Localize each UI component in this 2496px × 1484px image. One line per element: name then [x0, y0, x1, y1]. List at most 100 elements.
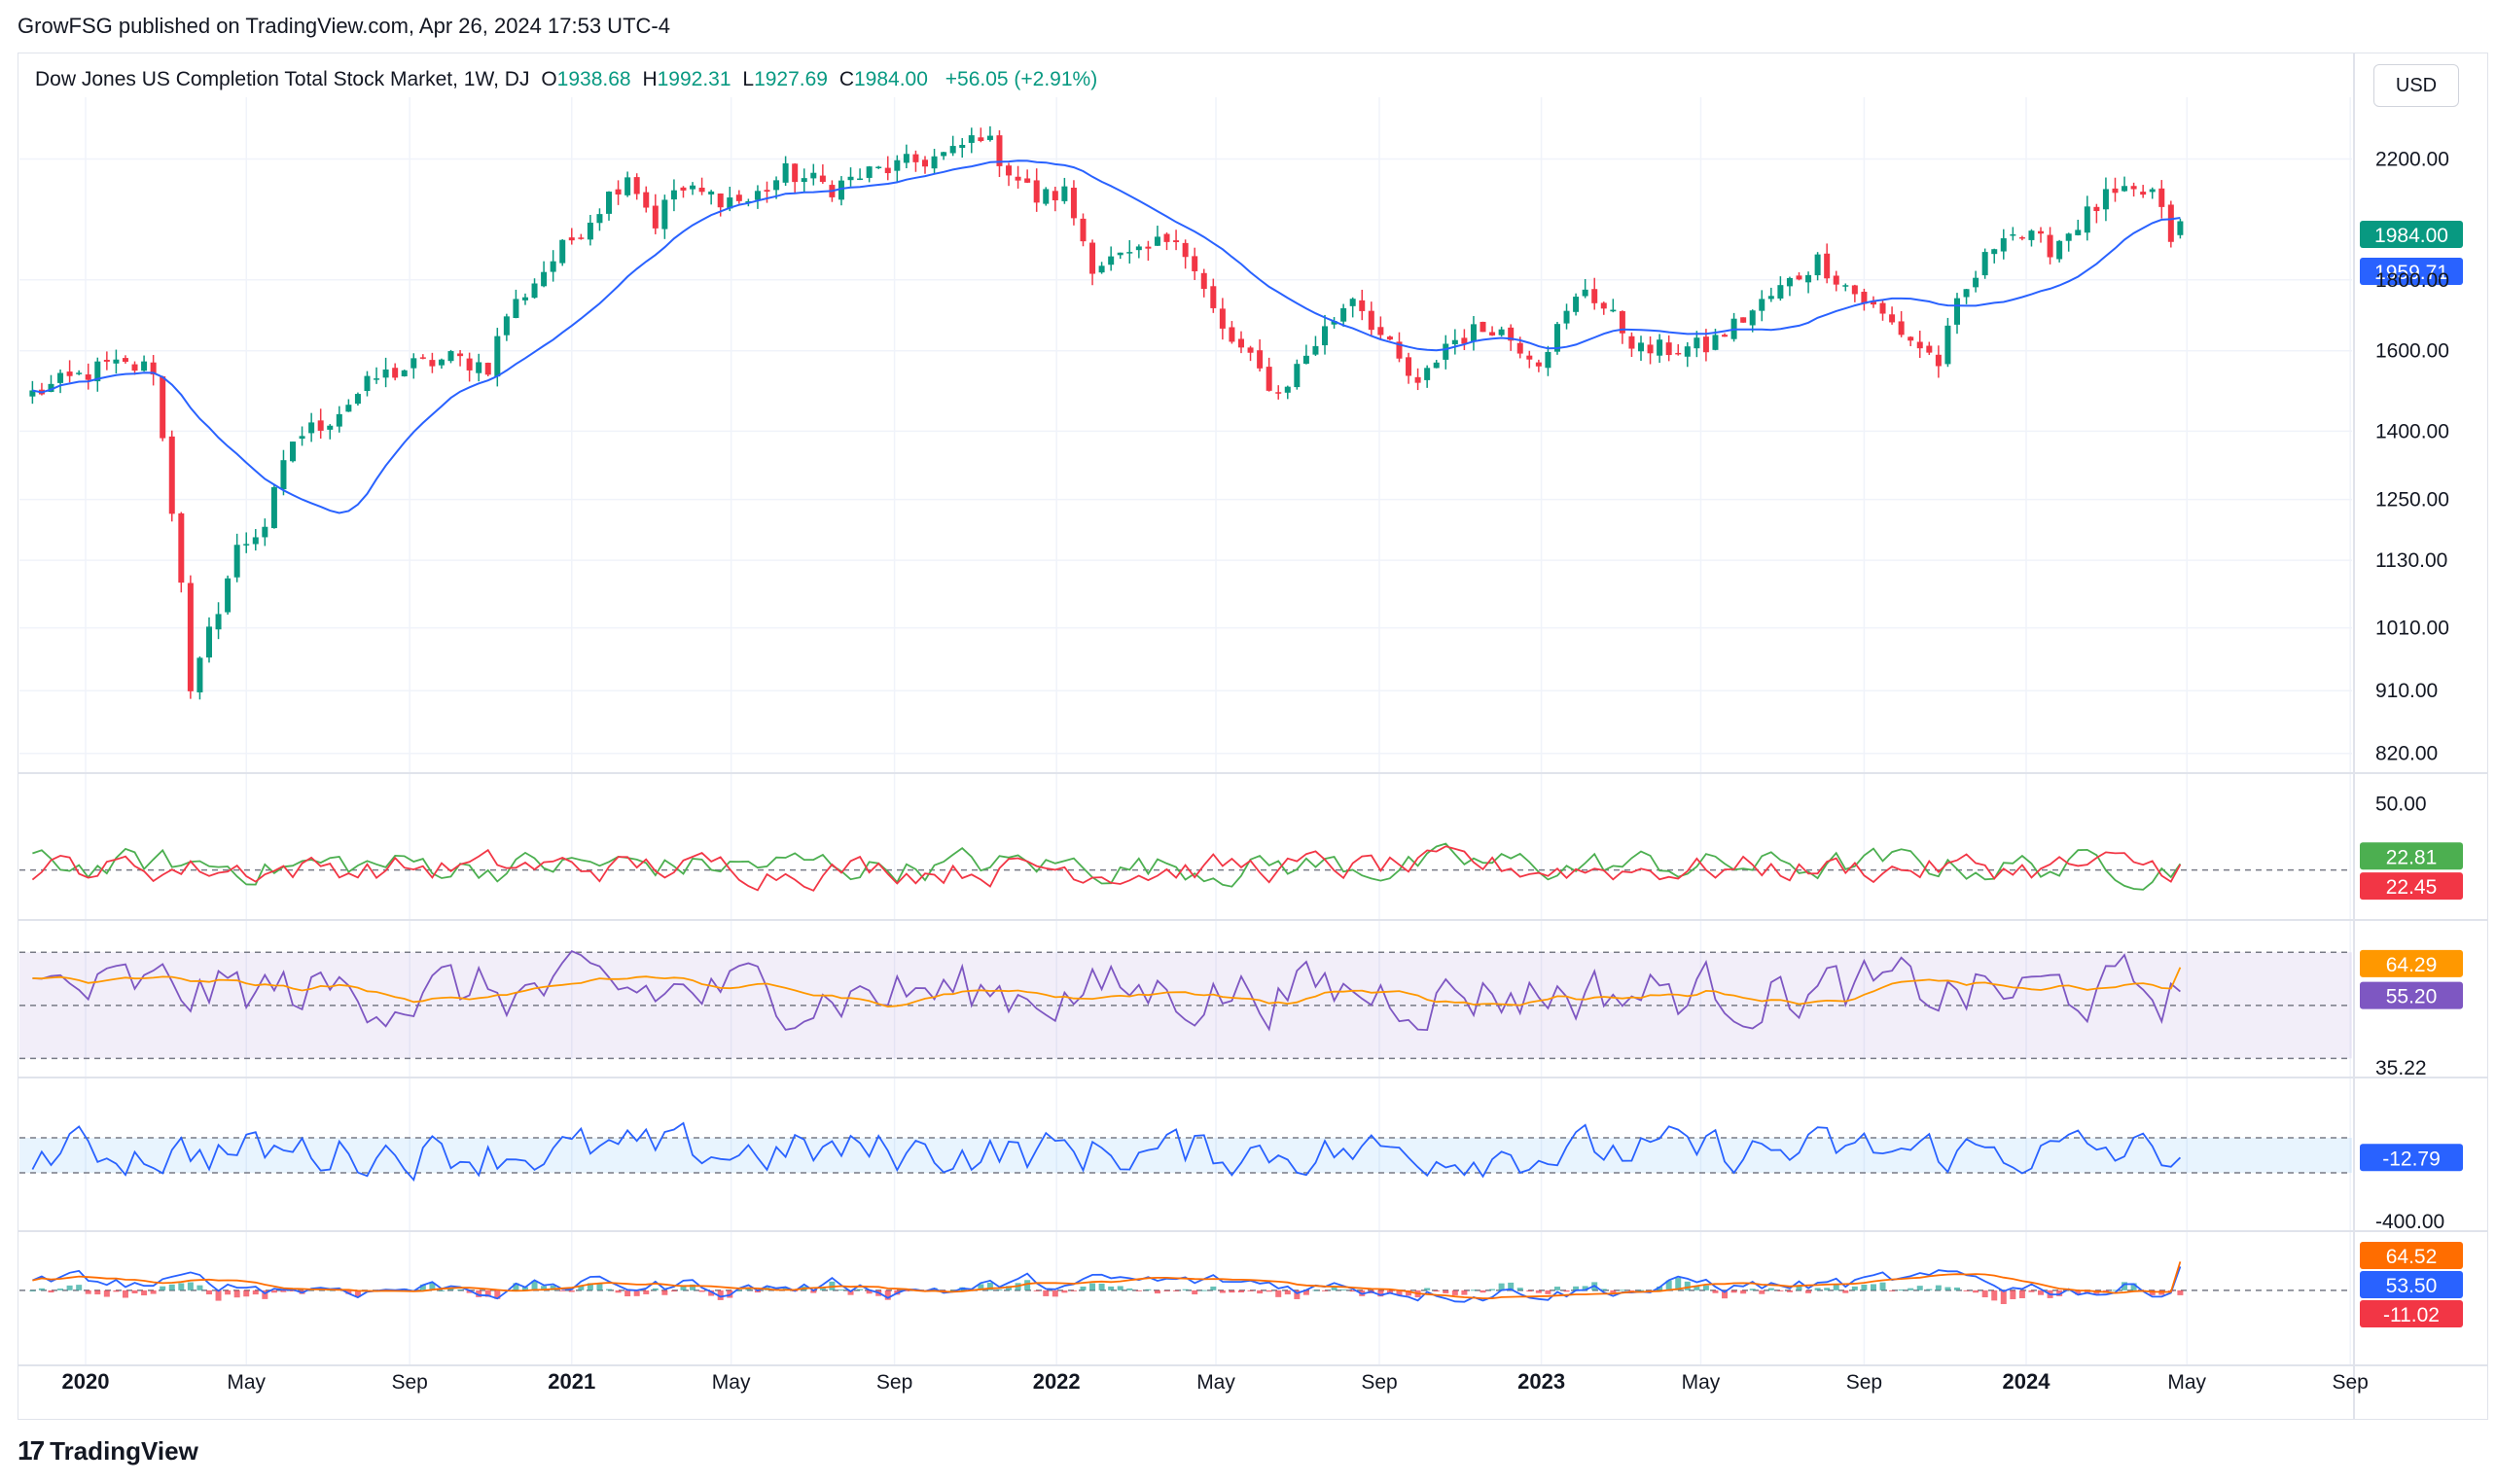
candle-body: [1582, 289, 1588, 297]
candle-body: [476, 362, 482, 373]
macd-histogram-bar: [1786, 1290, 1793, 1292]
macd-histogram-bar: [1043, 1290, 1050, 1296]
candle-body: [2056, 240, 2063, 260]
candle-body: [122, 358, 128, 363]
y-tick-label: 1130.00: [2375, 549, 2447, 572]
candle-body: [215, 614, 222, 630]
macd-histogram-bar: [1461, 1290, 1468, 1295]
y-tick-label: 1600.00: [2375, 340, 2449, 363]
macd-histogram-bar: [1535, 1290, 1542, 1293]
dmi-minus-tag-box: [2360, 872, 2463, 901]
candle-body: [2065, 233, 2072, 241]
x-tick-label: Sep: [391, 1371, 427, 1394]
candle-body: [2093, 206, 2100, 212]
symbol-legend[interactable]: Dow Jones US Completion Total Stock Mark…: [35, 68, 1097, 91]
cci-tag: -12.79: [2360, 1144, 2463, 1172]
candle-body: [503, 316, 510, 336]
macd-signal-tag-box: [2360, 1242, 2463, 1269]
macd-histogram-bar: [1331, 1287, 1337, 1290]
candle-body: [1135, 246, 1142, 251]
macd-histogram-bar: [1657, 1286, 1663, 1290]
candle-body: [1563, 310, 1570, 324]
candle-body: [708, 191, 715, 194]
candle-body: [680, 187, 687, 191]
candle-body: [29, 390, 36, 397]
candle-body: [1702, 336, 1709, 353]
macd-histogram-bar: [1200, 1290, 1207, 1291]
candle-body: [1219, 308, 1226, 329]
macd-histogram-bar: [1247, 1290, 1254, 1291]
candle-body: [1257, 350, 1264, 369]
tradingview-logo[interactable]: 17 TradingView: [18, 1435, 198, 1466]
ma-line: [32, 159, 2181, 514]
macd-histogram-bar: [2075, 1290, 2082, 1295]
cci-tag-box: [2360, 1144, 2463, 1172]
candle-body: [986, 135, 993, 140]
candle-body: [233, 545, 240, 578]
macd-histogram-bar: [624, 1290, 631, 1297]
candle-body: [1870, 300, 1876, 305]
macd-histogram-bar: [122, 1290, 128, 1298]
candle-body: [1043, 189, 1050, 204]
macd-histogram-bar: [708, 1290, 715, 1296]
price-panel: 1984.00 1959.71: [29, 125, 2463, 700]
macd-histogram-bar: [670, 1290, 677, 1292]
candle-body: [838, 180, 844, 200]
candle-body: [1443, 343, 1449, 360]
candle-body: [2028, 230, 2035, 240]
x-tick-label: 2021: [548, 1369, 595, 1394]
candle-body: [1814, 254, 1821, 276]
candle-body: [1229, 327, 1235, 342]
candle-body: [1247, 347, 1254, 353]
candle-body: [1926, 345, 1933, 353]
macd-histogram-bar: [1851, 1286, 1858, 1290]
candle-body: [912, 154, 919, 162]
currency-button[interactable]: USD: [2373, 64, 2459, 107]
candle-body: [354, 394, 361, 405]
macd-histogram-bar: [1833, 1285, 1839, 1290]
candle-body: [531, 283, 538, 299]
macd-histogram-bar: [1266, 1290, 1272, 1292]
macd-histogram-bar: [1824, 1288, 1831, 1290]
candle-body: [1200, 272, 1207, 290]
cci-band: [19, 1138, 2352, 1173]
cci-line: [31, 1121, 2182, 1183]
candle-body: [178, 512, 185, 583]
macd-histogram-bar: [2177, 1290, 2184, 1295]
candle-body: [550, 261, 556, 272]
candle-body: [1981, 252, 1988, 276]
macd-histogram-bar: [717, 1290, 724, 1300]
macd-histogram-bar: [1814, 1288, 1821, 1290]
macd-histogram-bar: [1098, 1283, 1105, 1290]
last-close-tag-text: 1984.00: [2374, 225, 2448, 247]
candle-body: [1722, 335, 1729, 337]
candle-body: [847, 176, 854, 181]
candle-body: [1953, 298, 1960, 325]
candle-body: [1516, 342, 1523, 354]
rsi-ma-tag: 64.29: [2360, 949, 2463, 977]
candle-body: [652, 205, 659, 229]
macd-signal-line: [32, 1261, 2182, 1299]
candle-body: [1963, 289, 1970, 298]
candle-body: [596, 214, 603, 224]
candle-body: [2010, 233, 2016, 236]
macd-histogram-bar: [94, 1290, 101, 1295]
candle-body: [1805, 274, 1812, 283]
macd-signal-tag-text: 64.52: [2386, 1246, 2438, 1268]
macd-histogram-bar: [2000, 1290, 2007, 1304]
candle-body: [2167, 204, 2174, 242]
macd-histogram-bar: [1210, 1286, 1217, 1290]
candle-body: [150, 362, 157, 375]
candle-body: [978, 137, 984, 141]
macd-histogram-bar: [2122, 1282, 2128, 1290]
candle-body: [2075, 230, 2082, 235]
macd-histogram-bar: [2149, 1290, 2156, 1295]
candle-body: [1015, 176, 1021, 181]
macd-histogram-bar: [1665, 1280, 1672, 1290]
high-value: 1992.31: [657, 68, 731, 90]
candle-body: [792, 163, 799, 183]
candle-body: [1498, 329, 1505, 336]
candle-body: [466, 358, 473, 371]
macd-histogram-bar: [1443, 1290, 1449, 1293]
